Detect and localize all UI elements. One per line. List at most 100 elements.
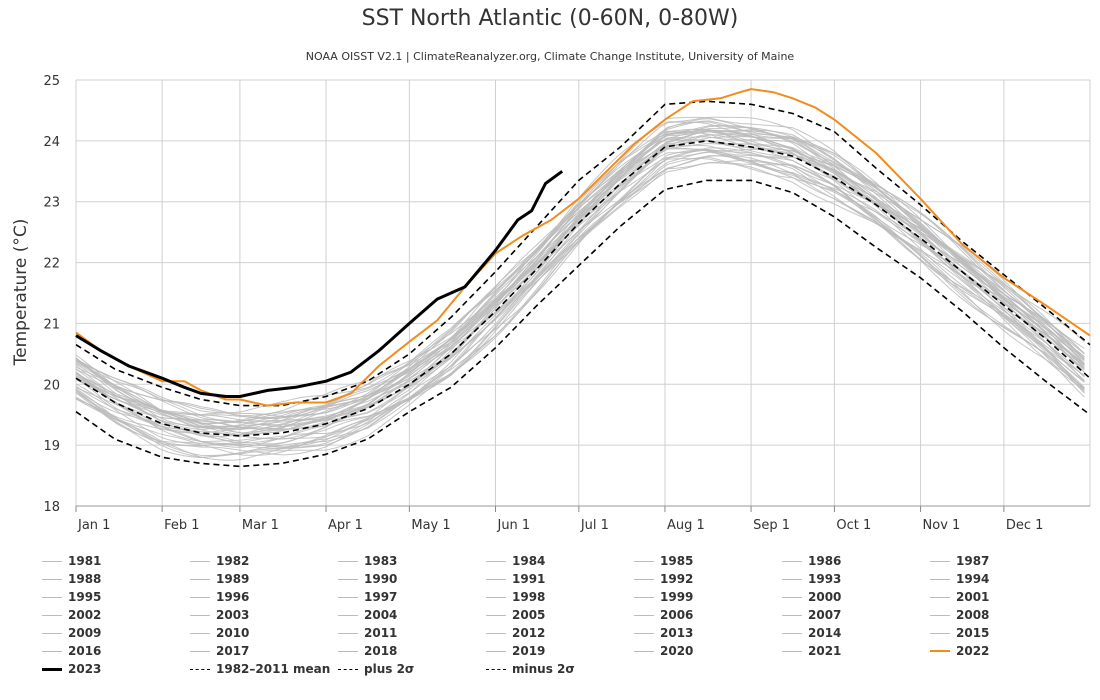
legend-item[interactable]: 1985 [634,552,693,570]
legend-label: 1993 [808,572,842,586]
legend-label: 2012 [512,626,546,640]
legend-item[interactable]: 2018 [338,642,397,660]
legend-label: 1990 [364,572,398,586]
legend-item[interactable]: 1981 [42,552,101,570]
legend-swatch [190,614,210,616]
chart-plot: 18 19 20 21 22 23 24 25 Jan 1 Feb 1 Mar 1 Apr 1 May… [11,74,1091,533]
legend-item[interactable]: 2000 [782,588,841,606]
legend-item[interactable]: 1997 [338,588,397,606]
legend-swatch [930,596,950,598]
legend-item[interactable]: 2002 [42,606,101,624]
legend-item[interactable]: 2023 [42,660,101,678]
year-line-2019 [75,118,1085,419]
legend-swatch [486,614,506,616]
legend-swatch [930,650,950,652]
legend-label: 1999 [660,590,694,604]
legend-swatch [930,578,950,580]
year-line-2014 [75,124,1085,424]
legend-label: 2023 [68,662,102,676]
legend-item[interactable]: 1987 [930,552,989,570]
legend-item[interactable]: 2015 [930,624,989,642]
legend-item[interactable]: 1982–2011 mean [190,660,330,678]
legend-label: 2021 [808,644,842,658]
legend-item[interactable]: 2010 [190,624,249,642]
x-tick-label: Sep 1 [753,518,790,533]
legend-item[interactable]: 2017 [190,642,249,660]
legend-item[interactable]: 1983 [338,552,397,570]
year-line-2012 [75,121,1085,422]
legend-swatch [486,668,506,670]
legend-item[interactable]: 2003 [190,606,249,624]
legend-item[interactable]: 1989 [190,570,249,588]
legend-item[interactable]: 2008 [930,606,989,624]
legend-swatch [782,578,802,580]
legend-item[interactable]: 1996 [190,588,249,606]
legend-swatch [190,560,210,562]
legend-swatch [782,632,802,634]
legend-item[interactable]: 2004 [338,606,397,624]
x-tick-label: Jan 1 [77,518,110,533]
legend-item[interactable]: 1995 [42,588,101,606]
legend-label: 2002 [68,608,102,622]
legend-label: minus 2σ [512,662,575,676]
x-tick-label: Jun 1 [496,518,530,533]
legend-label: 1984 [512,554,546,568]
legend-item[interactable]: 1990 [338,570,397,588]
legend-item[interactable]: 2005 [486,606,545,624]
series-line-plus-2- [75,100,1091,407]
year-line-1994 [75,148,1085,446]
legend-label: 1983 [364,554,398,568]
legend-item[interactable]: 2012 [486,624,545,642]
legend-item[interactable]: 2006 [634,606,693,624]
legend-swatch [42,650,62,652]
y-tick-label: 18 [43,500,60,515]
legend-item[interactable]: 1999 [634,588,693,606]
legend-label: 1985 [660,554,694,568]
legend-item[interactable]: 2022 [930,642,989,660]
y-tick-label: 20 [43,378,60,393]
legend-item[interactable]: 1993 [782,570,841,588]
legend-item[interactable]: 1998 [486,588,545,606]
legend-item[interactable]: 2011 [338,624,397,642]
legend-item[interactable]: 1984 [486,552,545,570]
legend-item[interactable]: 1988 [42,570,101,588]
legend-item[interactable]: plus 2σ [338,660,414,678]
legend-swatch [486,596,506,598]
legend-item[interactable]: 1982 [190,552,249,570]
year-line-2001 [75,132,1085,431]
legend-item[interactable]: 1986 [782,552,841,570]
legend-swatch [930,560,950,562]
legend-item[interactable]: 2009 [42,624,101,642]
legend-label: 2019 [512,644,546,658]
year-line-2008 [75,128,1085,428]
legend-item[interactable]: 1992 [634,570,693,588]
legend-item[interactable]: 1994 [930,570,989,588]
x-axis-tick-labels: Jan 1 Feb 1 Mar 1 Apr 1 May 1 Jun 1 Jul 1 Aug 1… [77,518,1043,533]
legend-label: 2018 [364,644,398,658]
legend-item[interactable]: 2016 [42,642,101,660]
legend-item[interactable]: 2019 [486,642,545,660]
grid-lines [75,79,1091,512]
y-tick-label: 25 [43,74,60,89]
legend-item[interactable]: 2021 [782,642,841,660]
legend-label: 1981 [68,554,102,568]
x-tick-label: Mar 1 [242,518,279,533]
legend-item[interactable]: 2001 [930,588,989,606]
legend-item[interactable]: 2014 [782,624,841,642]
legend-item[interactable]: 2007 [782,606,841,624]
legend-item[interactable]: minus 2σ [486,660,575,678]
legend-swatch [42,596,62,598]
legend-swatch [42,578,62,580]
legend-item[interactable]: 2013 [634,624,693,642]
legend-item[interactable]: 2020 [634,642,693,660]
legend-label: 2014 [808,626,842,640]
year-line-2011 [75,129,1085,429]
legend-swatch [634,650,654,652]
year-line-1991 [75,148,1085,448]
legend-item[interactable]: 1991 [486,570,545,588]
legend-swatch [42,667,62,671]
legend-label: 1988 [68,572,102,586]
legend-label: 2015 [956,626,990,640]
year-line-1997 [75,139,1085,440]
x-tick-label: Dec 1 [1006,518,1044,533]
